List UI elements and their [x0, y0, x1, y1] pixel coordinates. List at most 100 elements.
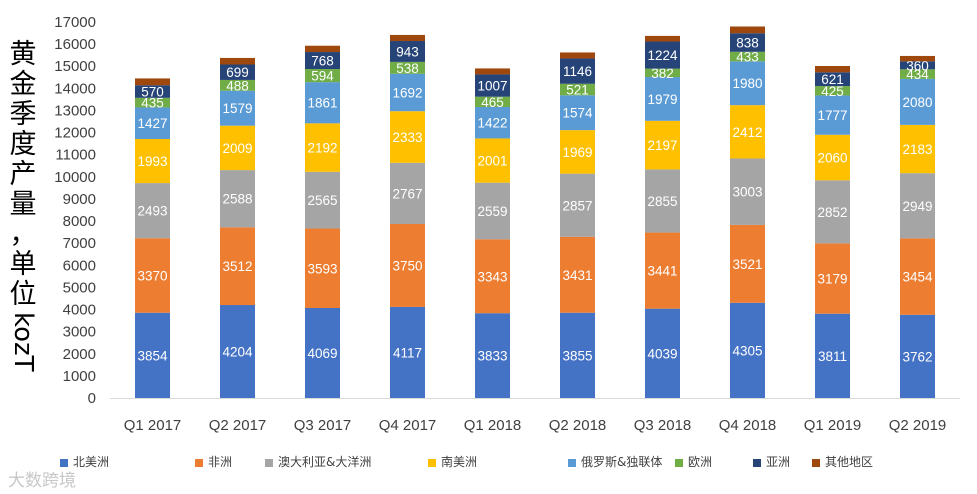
bar-segment — [135, 97, 170, 108]
y-tick-label: 1000 — [63, 368, 96, 385]
bar-segment — [475, 313, 510, 398]
bar-segment — [815, 313, 850, 398]
y-tick-label: 8000 — [63, 213, 96, 230]
data-label: 570 — [141, 85, 164, 100]
data-label: 521 — [566, 83, 589, 98]
legend-item: 南美洲 — [428, 453, 477, 470]
legend-label: 澳大利亚&大洋洲 — [278, 455, 372, 469]
bar-segment — [305, 82, 340, 124]
bar-segment — [815, 86, 850, 96]
legend-swatch — [568, 458, 576, 467]
x-tick-label: Q2 2019 — [889, 417, 947, 434]
bar-segment — [390, 73, 425, 112]
data-label: 4039 — [647, 346, 677, 361]
bar-segment — [730, 158, 765, 225]
bar-segment — [220, 227, 255, 306]
bar-segment — [390, 224, 425, 307]
y-axis-title-char: 季 — [9, 99, 37, 130]
y-tick-label: 17000 — [54, 14, 96, 31]
data-label: 3593 — [307, 261, 337, 276]
data-label: 1777 — [817, 108, 847, 123]
data-label: 2588 — [222, 192, 252, 207]
bar-segment — [900, 61, 935, 70]
x-tick-label: Q1 2018 — [464, 417, 522, 434]
legend-label: 其他地区 — [825, 455, 874, 469]
y-tick-label: 11000 — [55, 147, 96, 164]
bar-segment — [220, 57, 255, 65]
y-axis-title-char: 度 — [9, 129, 37, 160]
bar-segment — [305, 123, 340, 172]
bar-segment — [900, 78, 935, 125]
data-label: 768 — [311, 54, 334, 69]
x-tick-label: Q1 2019 — [804, 417, 862, 434]
bar-segment — [135, 107, 170, 140]
data-label: 4117 — [393, 345, 422, 360]
y-axis-title-char: 位 — [9, 279, 37, 310]
data-label: 433 — [736, 50, 759, 65]
x-tick-label: Q3 2017 — [294, 417, 352, 434]
legend-swatch — [812, 458, 820, 467]
bar-segment — [220, 125, 255, 171]
bar-segment — [220, 170, 255, 228]
data-label: 699 — [226, 65, 249, 80]
data-label: 2559 — [477, 204, 507, 219]
bar-segment — [815, 72, 850, 87]
y-axis-title-char: 金 — [9, 69, 37, 100]
bar-segment — [815, 95, 850, 135]
data-label: 1861 — [307, 96, 337, 111]
bar-segment — [645, 68, 680, 78]
data-label: 1007 — [477, 79, 507, 94]
x-tick-label: Q4 2018 — [719, 417, 777, 434]
x-tick-label: Q4 2017 — [379, 417, 437, 434]
bar-segment — [645, 35, 680, 42]
legend-item: 北美洲 — [60, 453, 109, 470]
data-label: 2412 — [732, 125, 762, 140]
bar-segment — [475, 74, 510, 97]
bar-segment — [135, 183, 170, 239]
bar-segment — [560, 58, 595, 84]
data-label: 1146 — [563, 64, 592, 79]
bar-segment — [560, 52, 595, 59]
data-label: 2857 — [562, 198, 592, 213]
bar-segment — [560, 236, 595, 313]
data-label: 3750 — [392, 258, 422, 273]
data-label: 2080 — [902, 95, 932, 110]
bar-segment — [730, 33, 765, 52]
y-tick-label: 16000 — [54, 36, 96, 53]
data-label: 488 — [226, 78, 249, 93]
bar-segment — [730, 61, 765, 106]
data-label: 3521 — [732, 257, 762, 272]
bar-segment — [560, 130, 595, 174]
watermark: 大数跨境 — [8, 466, 76, 491]
bar-segment — [560, 95, 595, 131]
data-label: 1980 — [732, 76, 762, 91]
data-label: 2767 — [392, 186, 422, 201]
y-tick-label: 12000 — [54, 125, 96, 142]
data-label: 3855 — [562, 348, 592, 363]
data-label: 3854 — [137, 348, 168, 363]
data-label: 3370 — [137, 268, 167, 283]
legend-swatch — [195, 458, 203, 467]
data-label: 3343 — [477, 269, 507, 284]
legend-label: 北美洲 — [73, 455, 110, 469]
y-tick-label: 3000 — [63, 324, 96, 341]
data-label: 2852 — [817, 205, 847, 220]
bar-segment — [645, 232, 680, 309]
bar-segment — [900, 69, 935, 79]
legend-label: 欧洲 — [688, 455, 713, 469]
data-label: 2493 — [137, 204, 167, 219]
bar-segment — [730, 26, 765, 34]
y-axis-title-char: 量 — [9, 189, 37, 220]
y-axis-title-char: 单 — [9, 249, 37, 280]
data-label: 1422 — [477, 116, 507, 131]
legend-label: 非洲 — [208, 455, 233, 469]
data-label: 2001 — [477, 154, 507, 169]
data-label: 621 — [821, 72, 844, 87]
data-label: 2565 — [307, 193, 337, 208]
legend-label: 南美洲 — [441, 455, 478, 469]
data-label: 594 — [311, 69, 334, 84]
bar-segment — [730, 105, 765, 159]
bar-segment — [900, 314, 935, 398]
bar-segment — [475, 106, 510, 139]
